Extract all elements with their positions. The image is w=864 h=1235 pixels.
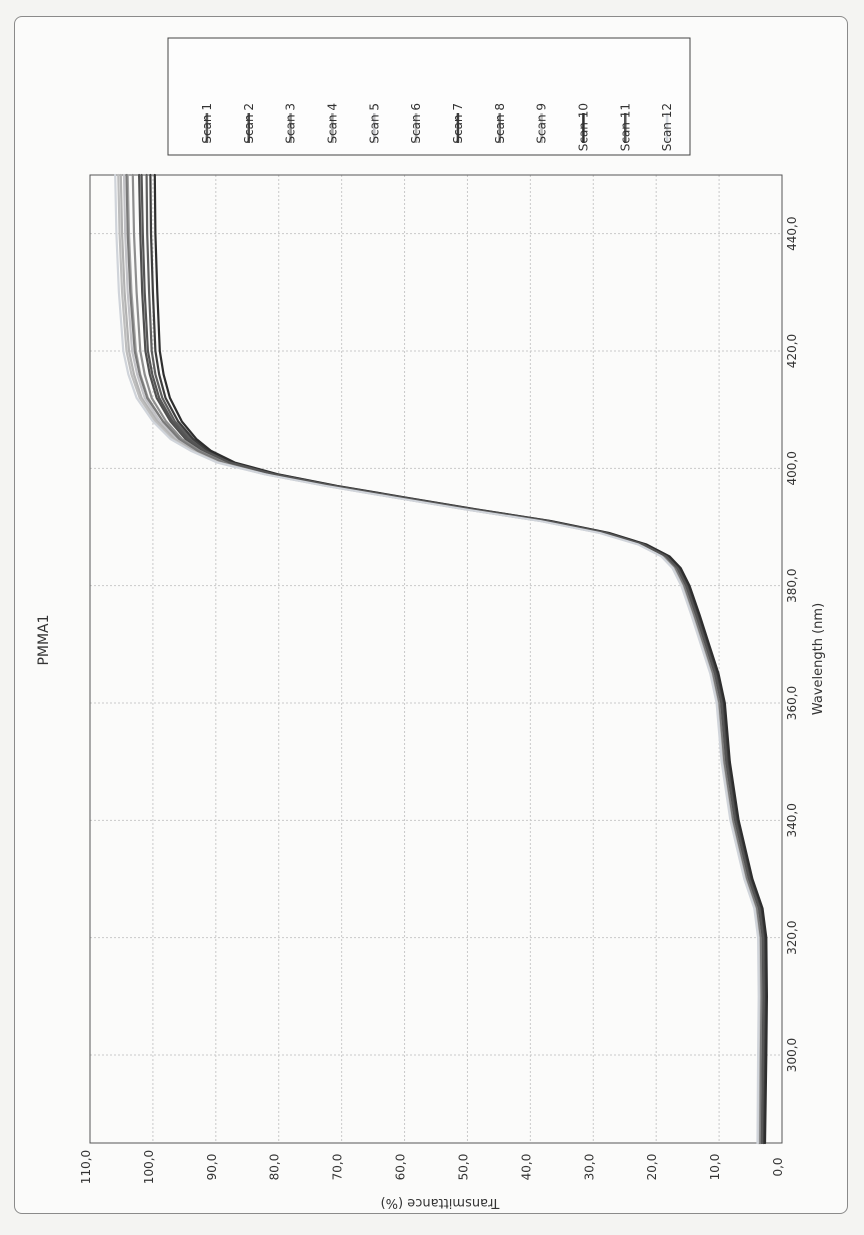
x-tick-label: 440,0 <box>785 216 799 250</box>
y-tick-label: 60,0 <box>394 1154 408 1181</box>
x-tick-label: 320,0 <box>785 920 799 954</box>
x-axis-label: Wavelength (nm) <box>811 603 826 715</box>
legend-label: Scan 5 <box>367 103 381 144</box>
y-tick-labels: 0,0 10,0 20,0 30,0 40,0 50,0 60,0 70,0 80,0 90,0 1… <box>79 1150 785 1184</box>
series-line-10 <box>153 173 769 1145</box>
y-tick-label: 40,0 <box>519 1154 533 1181</box>
plot-area <box>89 174 783 1144</box>
series-line-6 <box>119 173 762 1145</box>
x-tick-label: 420,0 <box>785 334 799 368</box>
x-tick-label: 400,0 <box>785 451 799 485</box>
legend-label: Scan 1 <box>200 103 214 144</box>
series-line-2 <box>138 173 764 1145</box>
legend-label: Scan 11 <box>618 103 632 151</box>
y-tick-label: 20,0 <box>645 1154 659 1181</box>
y-tick-label: 90,0 <box>205 1154 219 1181</box>
legend-box <box>167 37 691 156</box>
legend-label: Scan 6 <box>409 103 423 144</box>
y-tick-label: 110,0 <box>79 1150 93 1184</box>
legend-label: Scan 3 <box>284 103 298 144</box>
series-line-12 <box>114 173 760 1145</box>
legend-label: Scan 7 <box>451 103 465 144</box>
legend-label: Scan 8 <box>493 103 507 144</box>
series-line-9 <box>117 173 761 1145</box>
y-tick-label: 70,0 <box>331 1154 345 1181</box>
chart-title: PMMA1 <box>36 614 52 665</box>
series-line-1 <box>145 173 767 1145</box>
y-tick-label: 50,0 <box>456 1154 470 1181</box>
gridlines <box>89 175 783 1143</box>
y-tick-label: 0,0 <box>771 1157 785 1176</box>
series-line-8 <box>125 173 763 1145</box>
legend-label: Scan 12 <box>660 103 674 151</box>
x-tick-label: 340,0 <box>785 803 799 837</box>
legend: Scan 1 Scan 2 Scan 3 Scan 4 Scan 5 Scan 6 Scan… <box>167 37 691 156</box>
series-line-4 <box>126 173 762 1145</box>
series-lines <box>114 173 769 1145</box>
x-tick-labels: 300,0 320,0 340,0 360,0 380,0 400,0 420,0 440,0 <box>785 216 799 1072</box>
y-tick-label: 10,0 <box>708 1154 722 1181</box>
series-line-3 <box>131 173 763 1145</box>
legend-label: Scan 2 <box>242 103 256 144</box>
y-tick-label: 80,0 <box>268 1154 282 1181</box>
x-tick-label: 380,0 <box>785 568 799 602</box>
x-tick-label: 300,0 <box>785 1038 799 1072</box>
series-line-7 <box>149 173 767 1145</box>
series-line-5 <box>122 173 762 1145</box>
y-tick-label: 100,0 <box>142 1150 156 1184</box>
series-line-11 <box>140 173 765 1145</box>
x-tick-label: 360,0 <box>785 686 799 720</box>
y-axis-label: Transmittance (%) <box>381 1195 501 1210</box>
legend-label: Scan 10 <box>576 103 590 151</box>
legend-label: Scan 4 <box>325 103 339 144</box>
legend-label: Scan 9 <box>535 103 549 144</box>
y-tick-label: 30,0 <box>582 1154 596 1181</box>
